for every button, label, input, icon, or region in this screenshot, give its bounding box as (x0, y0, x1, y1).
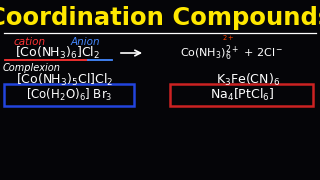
Text: $[$Co(H$_2$O)$_6$$]$ Br$_3$: $[$Co(H$_2$O)$_6$$]$ Br$_3$ (26, 87, 112, 103)
Text: $^{2+}$: $^{2+}$ (222, 35, 234, 45)
Text: $[$Co(NH$_3)_6$$]$Cl$_2$: $[$Co(NH$_3)_6$$]$Cl$_2$ (15, 45, 100, 61)
Text: Co(NH$_3)_6^{2+}$ + 2Cl$^-$: Co(NH$_3)_6^{2+}$ + 2Cl$^-$ (180, 43, 284, 63)
Text: Complexion: Complexion (3, 63, 61, 73)
Text: K$_3$Fe(CN)$_6$: K$_3$Fe(CN)$_6$ (216, 72, 280, 88)
Text: Na$_4$$[$PtCl$_6$$]$: Na$_4$$[$PtCl$_6$$]$ (210, 87, 274, 103)
Text: $[$Co(NH$_3)_5$Cl$]$Cl$_2$: $[$Co(NH$_3)_5$Cl$]$Cl$_2$ (16, 72, 114, 88)
Text: cation: cation (14, 37, 46, 47)
Text: Anion: Anion (70, 37, 100, 47)
Text: Coordination Compounds: Coordination Compounds (0, 6, 320, 30)
